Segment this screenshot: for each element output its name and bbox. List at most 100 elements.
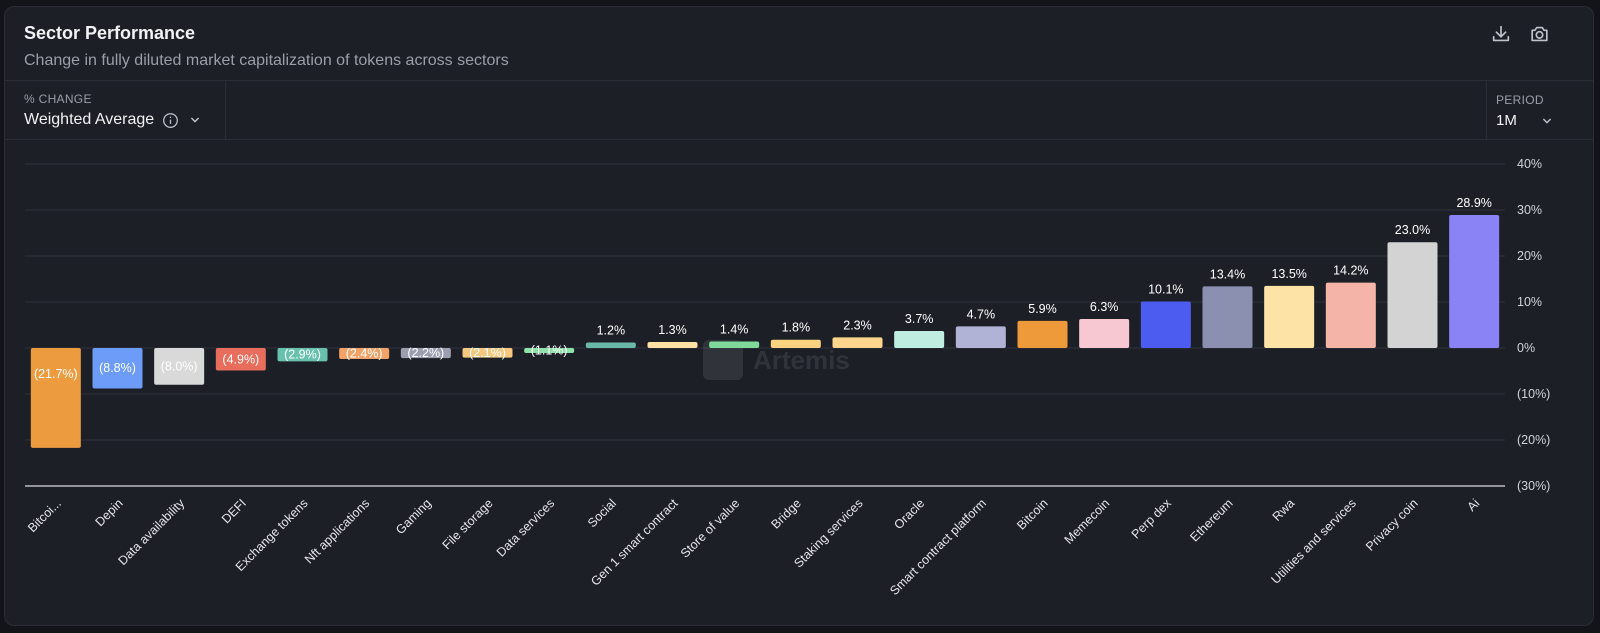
- bar: [770, 339, 821, 348]
- download-button[interactable]: [1488, 21, 1514, 47]
- chevron-down-icon: [191, 117, 200, 123]
- x-tick-label: Ai: [1465, 496, 1483, 514]
- bar: [462, 348, 513, 358]
- x-tick-label: Memecoin: [1062, 496, 1113, 547]
- bar: [1202, 286, 1253, 348]
- bar: [709, 341, 760, 348]
- x-tick-label: DEFI: [219, 496, 249, 526]
- x-tick-label: Bridge: [768, 496, 803, 531]
- x-tick-label: Bitcoin: [1014, 496, 1050, 532]
- x-tick-label: Bitcoi...: [25, 496, 64, 535]
- data-label: (2.1%): [469, 346, 506, 360]
- bar: [1449, 215, 1500, 348]
- data-label: 13.5%: [1271, 267, 1306, 281]
- y-tick-label: (30%): [1517, 479, 1550, 493]
- data-label: (1.1%): [531, 344, 568, 358]
- data-label: 1.2%: [597, 323, 626, 337]
- data-label: 5.9%: [1028, 302, 1057, 316]
- x-tick-label: Privacy coin: [1363, 496, 1421, 554]
- data-label: 10.1%: [1148, 283, 1183, 297]
- data-label: (21.7%): [34, 367, 78, 381]
- period-divider: [1486, 81, 1487, 139]
- bar-chart: 40% 30% 20% 10% 0% (10%) (20%) (30%) Artemis (21.…: [25, 157, 1550, 598]
- chevron-down-icon: [1542, 118, 1551, 124]
- control-divider: [225, 81, 226, 139]
- data-label: (8.0%): [161, 359, 198, 373]
- info-icon[interactable]: [162, 112, 179, 129]
- watermark: Artemis: [703, 340, 850, 380]
- page-title: Sector Performance: [24, 23, 196, 43]
- data-label: 2.3%: [843, 318, 872, 332]
- bar: [524, 348, 575, 354]
- y-tick-label: 40%: [1517, 157, 1542, 171]
- x-tick-label: Data services: [494, 496, 557, 559]
- page-subtitle: Change in fully diluted market capitaliz…: [24, 52, 509, 69]
- bar: [955, 326, 1006, 348]
- header-divider: [5, 80, 1593, 81]
- watermark-text: Artemis: [753, 345, 850, 375]
- data-label: 4.7%: [967, 307, 996, 321]
- bar: [30, 348, 81, 448]
- watermark-logo: [703, 340, 743, 380]
- x-tick-label: Rwa: [1270, 496, 1298, 524]
- camera-icon: [1530, 26, 1548, 42]
- bar: [339, 348, 390, 360]
- change-select-value: Weighted Average: [24, 111, 155, 128]
- chart-area: 40% 30% 20% 10% 0% (10%) (20%) (30%) Artemis (21.…: [5, 147, 1593, 625]
- chart-card: Sector Performance Change in fully dilut…: [4, 6, 1594, 626]
- bar: [1079, 319, 1130, 348]
- y-tick-label: 10%: [1517, 295, 1542, 309]
- bar: [92, 348, 143, 389]
- bar: [277, 348, 328, 362]
- bar: [1017, 320, 1068, 348]
- bar: [1140, 301, 1191, 348]
- bar: [1387, 242, 1438, 348]
- download-icon: [1492, 25, 1510, 42]
- x-tick-label: Social: [585, 496, 619, 530]
- data-label: 14.2%: [1333, 264, 1368, 278]
- x-tick-label: Depin: [93, 496, 126, 529]
- bar: [400, 348, 451, 359]
- x-tick-label: Nft applications: [302, 496, 372, 566]
- change-label: % CHANGE: [24, 92, 92, 106]
- bar: [647, 342, 698, 348]
- x-tick-label: Data availability: [115, 496, 187, 568]
- bar: [1325, 282, 1376, 348]
- change-select[interactable]: Weighted Average: [24, 111, 203, 129]
- data-label: 13.4%: [1210, 267, 1245, 281]
- data-label: (8.8%): [99, 361, 136, 375]
- data-label: 23.0%: [1395, 223, 1430, 237]
- data-label: 28.9%: [1456, 196, 1491, 210]
- controls-divider: [5, 139, 1593, 140]
- x-tick-label: Ethereum: [1187, 496, 1235, 544]
- data-label: (2.9%): [284, 348, 321, 362]
- y-tick-label: 30%: [1517, 203, 1542, 217]
- bar: [1264, 285, 1315, 348]
- data-label: (2.2%): [407, 346, 444, 360]
- period-label: PERIOD: [1496, 93, 1544, 107]
- bar: [154, 348, 205, 385]
- x-tick-label: Perp dex: [1129, 496, 1175, 542]
- bar: [585, 342, 636, 348]
- data-label: (4.9%): [222, 352, 259, 366]
- period-select[interactable]: 1M: [1496, 112, 1555, 129]
- y-tick-label: (20%): [1517, 433, 1550, 447]
- screenshot-button[interactable]: [1526, 21, 1552, 47]
- x-tick-label: Store of value: [678, 496, 742, 560]
- data-label: (2.4%): [346, 347, 383, 361]
- bar: [894, 330, 945, 348]
- bar: [832, 337, 883, 348]
- data-label: 6.3%: [1090, 300, 1119, 314]
- x-tick-label: Oracle: [891, 496, 927, 532]
- y-tick-label: 0%: [1517, 341, 1535, 355]
- data-label: 3.7%: [905, 312, 934, 326]
- data-label: 1.8%: [782, 321, 811, 335]
- period-select-value: 1M: [1496, 112, 1517, 129]
- y-tick-label: 20%: [1517, 249, 1542, 263]
- x-tick-label: File storage: [440, 496, 496, 552]
- data-label: 1.3%: [658, 323, 687, 337]
- data-label: 1.4%: [720, 323, 749, 337]
- x-tick-label: Gaming: [393, 496, 434, 537]
- bar: [215, 348, 266, 371]
- y-tick-label: (10%): [1517, 387, 1550, 401]
